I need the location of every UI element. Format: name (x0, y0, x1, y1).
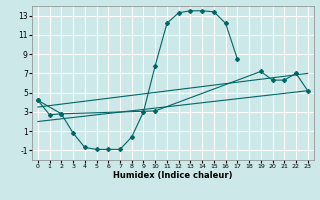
X-axis label: Humidex (Indice chaleur): Humidex (Indice chaleur) (113, 171, 233, 180)
